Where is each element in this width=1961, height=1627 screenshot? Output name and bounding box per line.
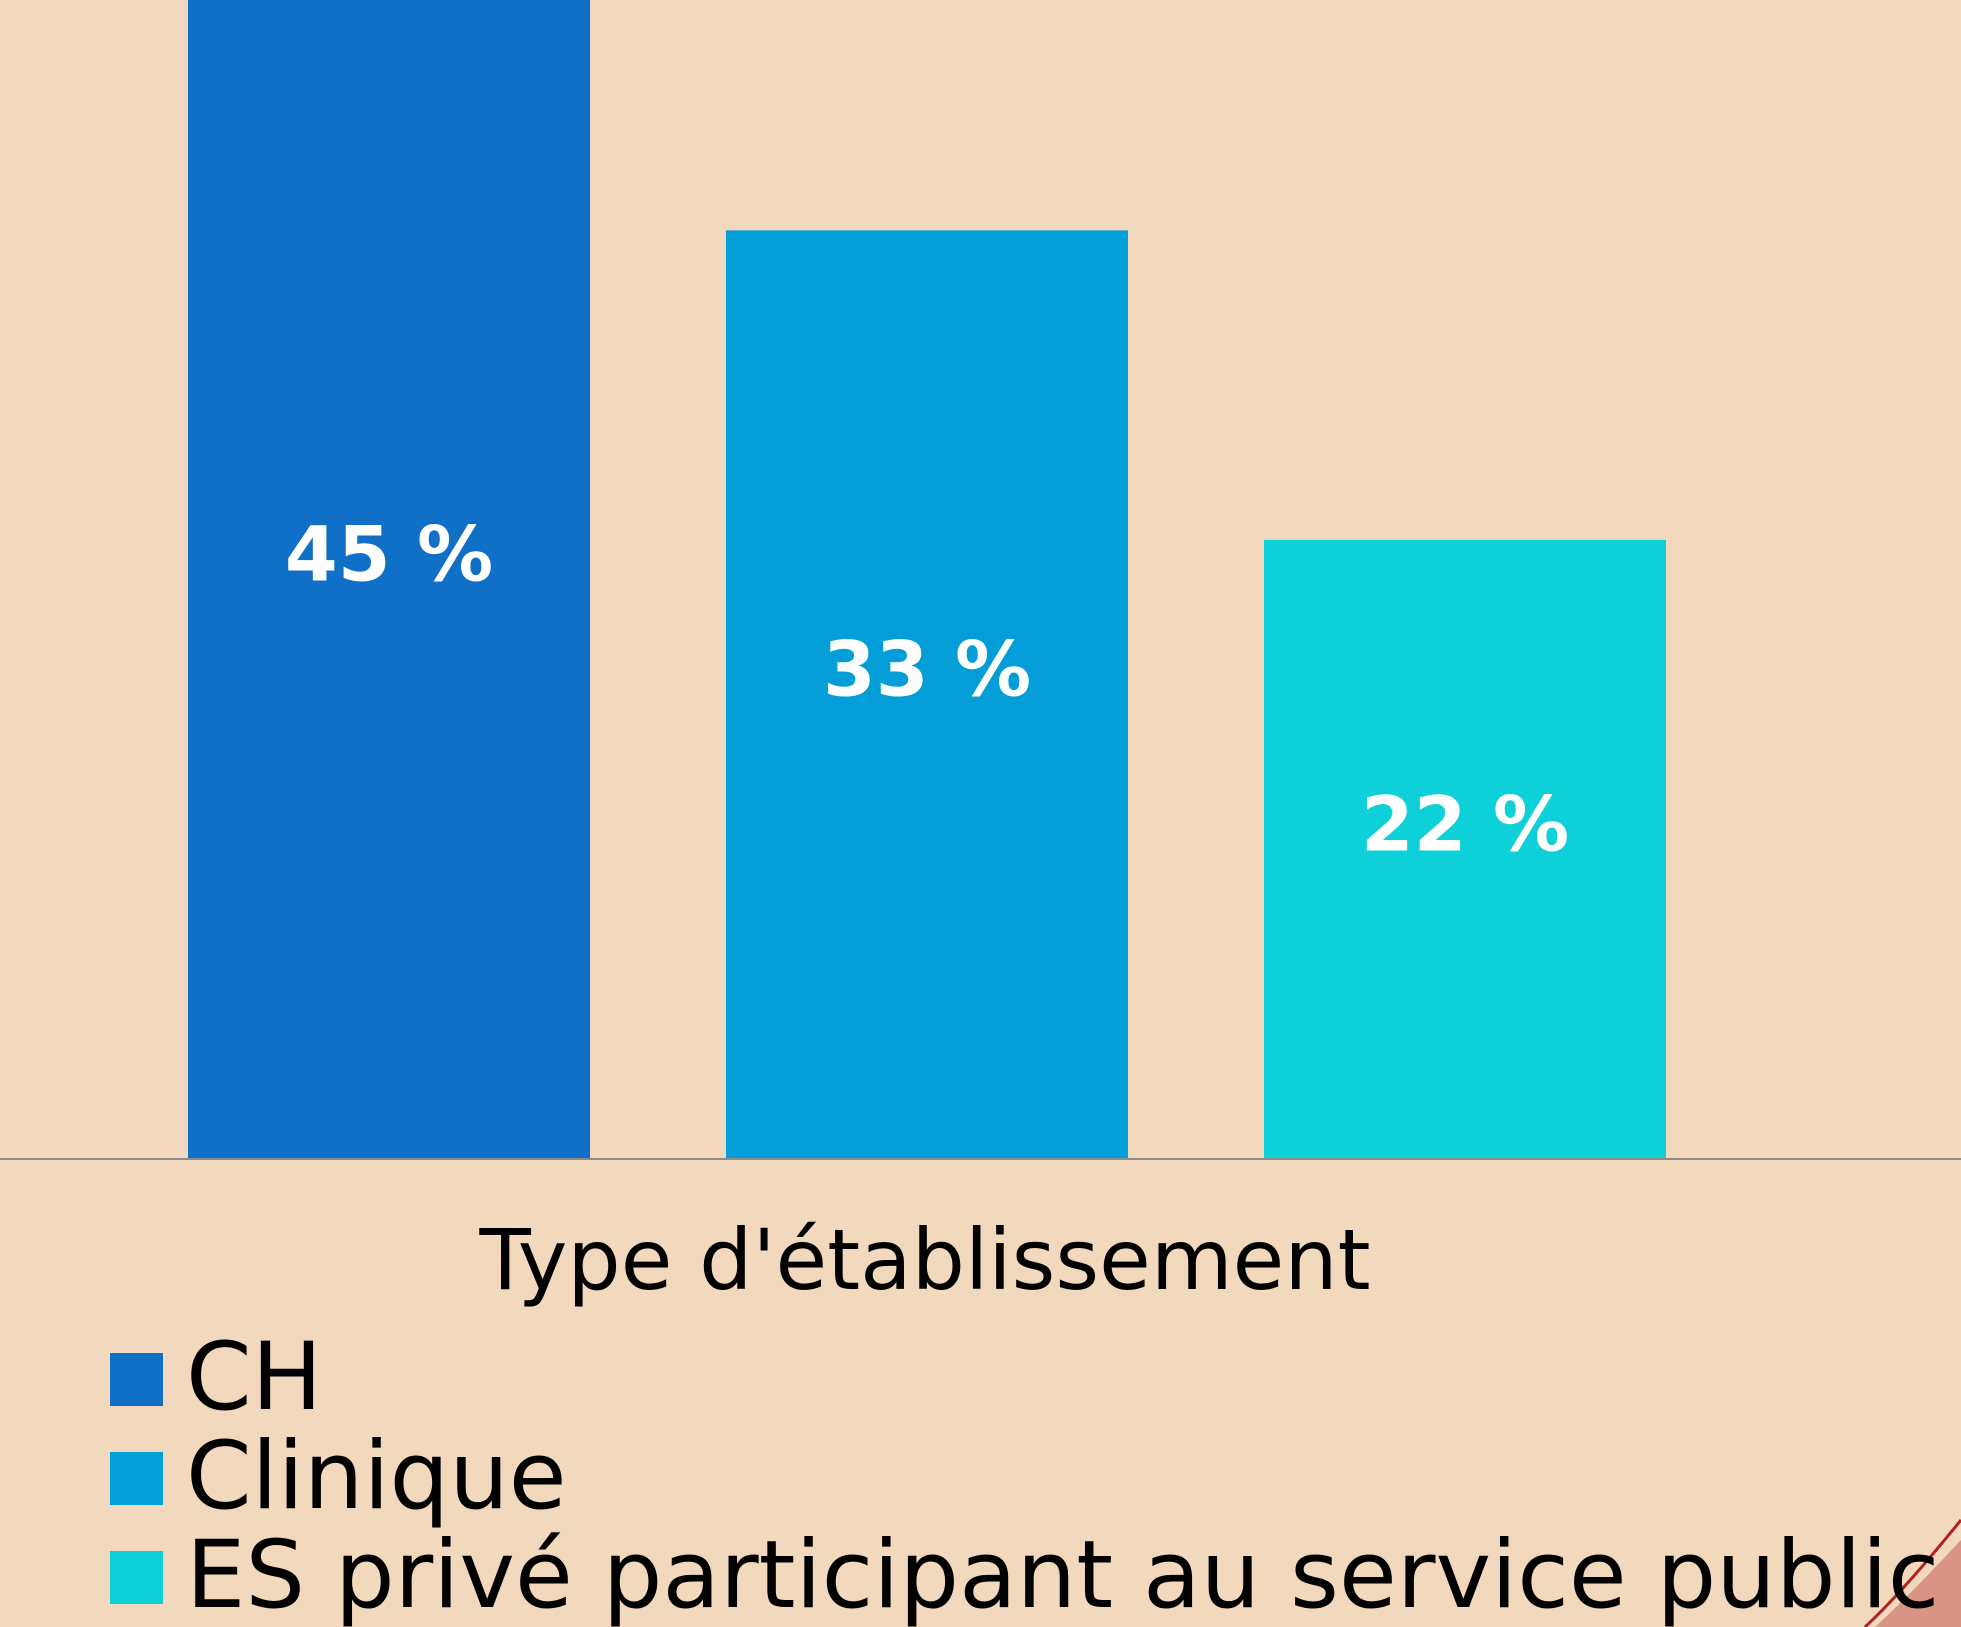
bar <box>1264 539 1666 1159</box>
legend-label: Clinique <box>186 1422 567 1531</box>
x-axis-title: Type d'établissement <box>478 1211 1370 1309</box>
legend-swatch <box>110 1551 163 1604</box>
value-label: 22 % <box>1361 779 1569 868</box>
value-label: 45 % <box>285 509 493 598</box>
bar <box>726 230 1128 1159</box>
corner-decoration-line <box>1863 1519 1961 1627</box>
legend-label: CH <box>186 1323 322 1432</box>
bar <box>188 0 590 1160</box>
corner-decoration <box>1875 1540 1961 1627</box>
legend-label: ES privé participant au service public <box>186 1521 1939 1627</box>
legend-swatch <box>110 1452 163 1505</box>
value-label: 33 % <box>823 625 1031 714</box>
legend-swatch <box>110 1353 163 1406</box>
